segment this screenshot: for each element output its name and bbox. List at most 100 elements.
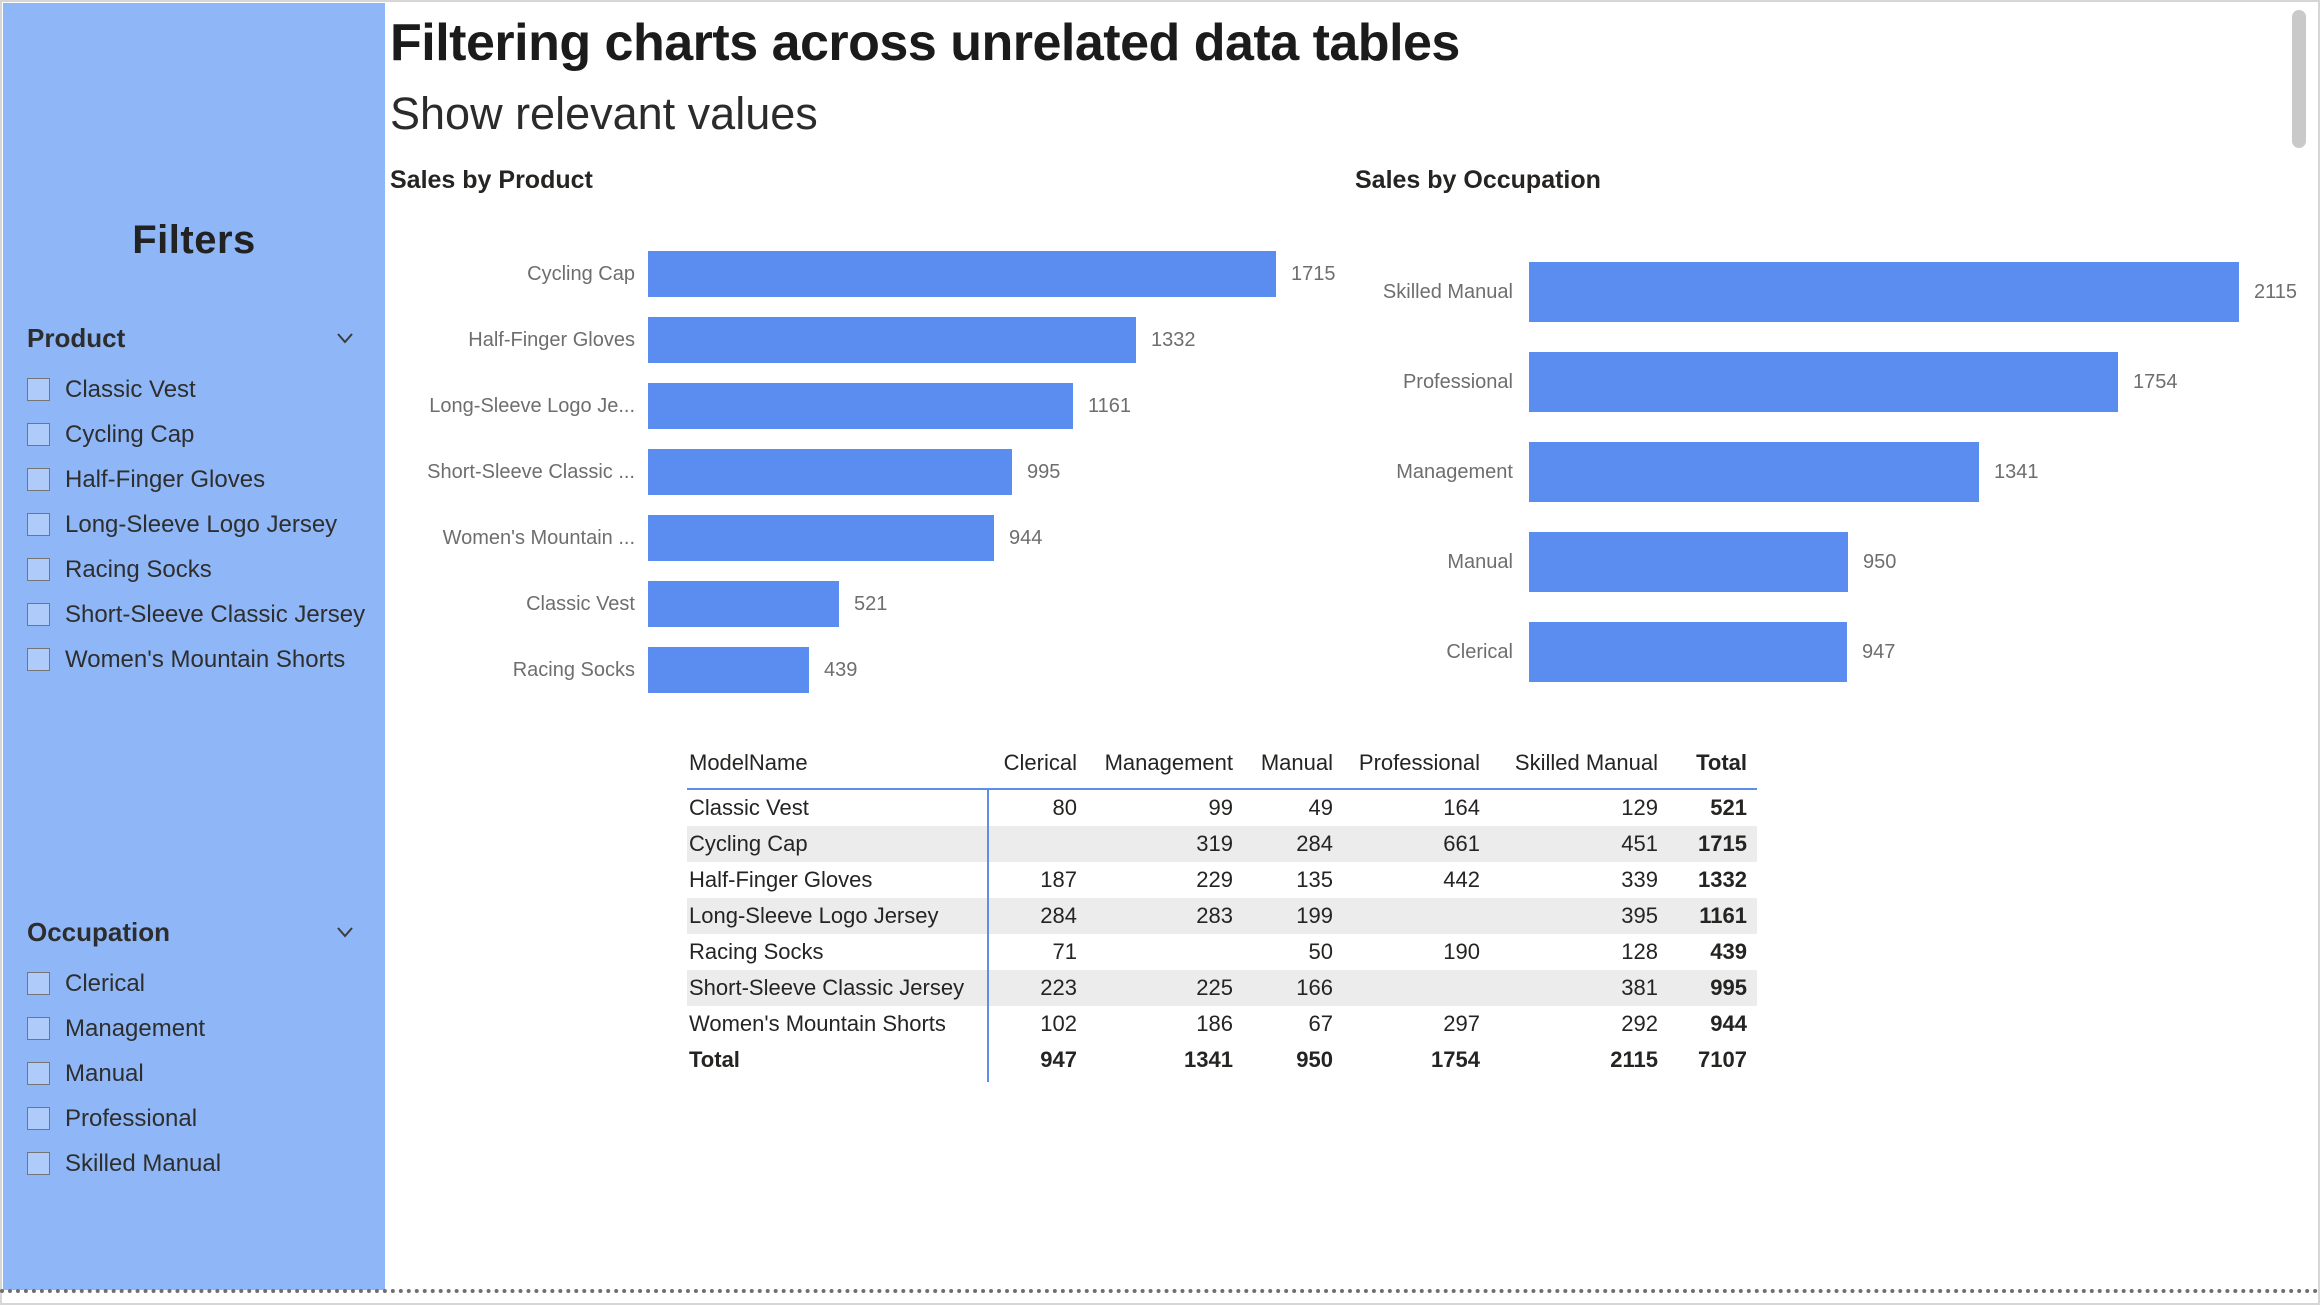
matrix-cell: 71 [1052, 939, 1077, 964]
checkbox[interactable] [27, 1017, 50, 1040]
checkbox[interactable] [27, 972, 50, 995]
filter-section-product: Product Classic Vest Cycling Cap Half-Fing… [27, 321, 369, 682]
chevron-down-icon[interactable] [331, 918, 359, 946]
matrix-cell: 80 [1052, 795, 1077, 820]
filter-item[interactable]: Classic Vest [27, 367, 369, 412]
matrix-row[interactable]: Classic Vest 80 99 49 164 129 521 [687, 790, 1757, 826]
filter-item-label: Manual [65, 1059, 144, 1087]
matrix-row[interactable]: Cycling Cap 319 284 661 451 1715 [687, 826, 1757, 862]
checkbox[interactable] [27, 1107, 50, 1130]
checkbox[interactable] [27, 1062, 50, 1085]
filter-item[interactable]: Short-Sleeve Classic Jersey [27, 592, 369, 637]
bar[interactable] [1529, 262, 2239, 322]
matrix-row[interactable]: Total 947 1341 950 1754 2115 7107 [687, 1042, 1757, 1078]
sales-matrix-table: ModelName Clerical Management Manual Profess… [687, 738, 1757, 1082]
bar-row: Half-Finger Gloves 1332 [390, 317, 1390, 363]
checkbox[interactable] [27, 423, 50, 446]
matrix-cell: 128 [1621, 939, 1658, 964]
bar-row: Long-Sleeve Logo Je... 1161 [390, 383, 1390, 429]
bar-category-label: Professional [1402, 370, 1513, 393]
matrix-cell: 661 [1443, 831, 1480, 856]
bar[interactable] [1529, 352, 2118, 412]
matrix-row[interactable]: Women's Mountain Shorts 102 186 67 297 292 944 [687, 1006, 1757, 1042]
bar-row: Short-Sleeve Classic ... 995 [390, 449, 1390, 495]
matrix-row[interactable]: Racing Socks 71 50 190 128 439 [687, 934, 1757, 970]
matrix-row-label: Short-Sleeve Classic Jersey [689, 975, 965, 1000]
bar[interactable] [1529, 622, 1847, 682]
matrix-cell: 186 [1196, 1011, 1233, 1036]
matrix-body: Classic Vest 80 99 49 164 129 521 Cycling Cap 31… [687, 790, 1757, 1078]
filter-item[interactable]: Skilled Manual [27, 1141, 369, 1186]
filter-item[interactable]: Professional [27, 1096, 369, 1141]
bar-category-label: Long-Sleeve Logo Je... [429, 394, 635, 417]
matrix-cell: 49 [1308, 795, 1333, 820]
checkbox[interactable] [27, 558, 50, 581]
checkbox[interactable] [27, 513, 50, 536]
checkbox[interactable] [27, 468, 50, 491]
filter-section-header: Product [27, 321, 369, 355]
filter-item[interactable]: Cycling Cap [27, 412, 369, 457]
bar[interactable] [648, 317, 1136, 363]
bar[interactable] [1529, 442, 1979, 502]
filter-item[interactable]: Women's Mountain Shorts [27, 637, 369, 682]
matrix-cell: 99 [1208, 795, 1233, 820]
filter-item[interactable]: Long-Sleeve Logo Jersey [27, 502, 369, 547]
filter-item[interactable]: Half-Finger Gloves [27, 457, 369, 502]
chart-title: Sales by Occupation [1355, 166, 1601, 194]
filter-item[interactable]: Clerical [27, 961, 369, 1006]
matrix-row-label: Long-Sleeve Logo Jersey [689, 903, 939, 928]
matrix-row[interactable]: Long-Sleeve Logo Jersey 284 283 199 395 1161 [687, 898, 1757, 934]
matrix-cell: 284 [1040, 903, 1077, 928]
matrix-cell: 451 [1621, 831, 1658, 856]
bar-value-label: 521 [854, 592, 888, 615]
matrix-cell: 135 [1296, 867, 1333, 892]
bar[interactable] [648, 449, 1012, 495]
matrix-cell: 229 [1196, 867, 1233, 892]
matrix-row-label: Total [689, 1047, 740, 1072]
checkbox[interactable] [27, 1152, 50, 1175]
matrix-cell: 442 [1443, 867, 1480, 892]
filter-section-label: Occupation [27, 916, 171, 947]
bar-category-label: Manual [1447, 550, 1513, 573]
title-block: Filtering charts across unrelated data t… [390, 12, 1460, 140]
bar-row: Professional 1754 [1300, 352, 2320, 412]
matrix-cell: 284 [1296, 831, 1333, 856]
matrix-cell: 297 [1443, 1011, 1480, 1036]
filters-title: Filters [132, 218, 256, 262]
bar-category-label: Skilled Manual [1382, 280, 1513, 303]
matrix-cell: 339 [1621, 867, 1658, 892]
bar-category-label: Classic Vest [526, 592, 635, 615]
bar[interactable] [648, 251, 1276, 297]
bar-value-label: 944 [1009, 526, 1043, 549]
chevron-down-icon[interactable] [331, 324, 359, 352]
bar-value-label: 947 [1862, 640, 1896, 663]
filter-item-label: Cycling Cap [65, 420, 195, 448]
matrix-cell: 1754 [1431, 1047, 1480, 1072]
matrix-row-label: Half-Finger Gloves [689, 867, 873, 892]
vertical-scrollbar[interactable] [2292, 10, 2306, 148]
matrix-cell: 2115 [1610, 1047, 1658, 1072]
filter-item[interactable]: Racing Socks [27, 547, 369, 592]
bar[interactable] [1529, 532, 1848, 592]
checkbox[interactable] [27, 648, 50, 671]
matrix-row[interactable]: Short-Sleeve Classic Jersey 223 225 166 381 9… [687, 970, 1757, 1006]
bar[interactable] [648, 647, 809, 693]
filters-panel: Filters Product Classic Vest Cycling Cap H… [3, 3, 385, 1290]
sales-by-product-chart: Sales by Product Cycling Cap 1715 Half-Fin… [390, 160, 1390, 720]
matrix-cell: 223 [1040, 975, 1077, 1000]
bar[interactable] [648, 581, 839, 627]
filter-item-label: Management [65, 1014, 206, 1042]
bar[interactable] [648, 515, 994, 561]
bar-category-label: Cycling Cap [527, 262, 635, 285]
matrix-cell: 166 [1296, 975, 1333, 1000]
filter-item[interactable]: Manual [27, 1051, 369, 1096]
bar[interactable] [648, 383, 1073, 429]
filter-item-label: Women's Mountain Shorts [65, 645, 346, 673]
filter-item-label: Racing Socks [65, 555, 212, 583]
checkbox[interactable] [27, 603, 50, 626]
matrix-row[interactable]: Half-Finger Gloves 187 229 135 442 339 1332 [687, 862, 1757, 898]
filter-item[interactable]: Management [27, 1006, 369, 1051]
bar-row: Cycling Cap 1715 [390, 251, 1390, 297]
checkbox[interactable] [27, 378, 50, 401]
matrix-cell: 439 [1710, 939, 1747, 964]
